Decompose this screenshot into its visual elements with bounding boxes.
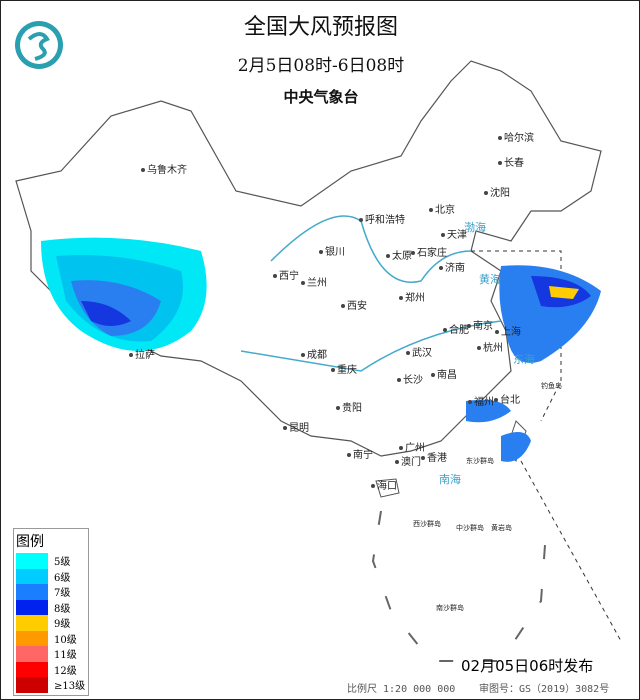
city-label: 南昌 bbox=[431, 366, 457, 381]
city-label: 西安 bbox=[341, 297, 367, 312]
city-label: 哈尔滨 bbox=[498, 129, 534, 144]
legend-swatch bbox=[16, 677, 48, 693]
city-label: 海口 bbox=[371, 477, 397, 492]
legend-swatch bbox=[16, 599, 48, 615]
city-label: 沈阳 bbox=[484, 184, 510, 199]
city-label: 香港 bbox=[421, 449, 447, 464]
legend-swatch bbox=[16, 568, 48, 584]
sea-label: 南海 bbox=[439, 473, 461, 486]
sea-label: 东海 bbox=[513, 353, 535, 366]
city-label: 福州 bbox=[468, 393, 494, 408]
island-label: 东沙群岛 bbox=[466, 457, 494, 465]
legend-swatch bbox=[16, 661, 48, 677]
city-label: 北京 bbox=[429, 201, 455, 216]
legend-item: 9级 bbox=[14, 615, 88, 631]
city-label: 杭州 bbox=[477, 339, 503, 354]
sea-label: 黄海 bbox=[479, 273, 501, 286]
yellow-river bbox=[270, 215, 472, 283]
city-label: 乌鲁木齐 bbox=[141, 161, 187, 176]
map-title: 全国大风预报图 bbox=[243, 15, 398, 40]
legend-swatch bbox=[16, 646, 48, 662]
forecast-period: 2月5日08时-6日08时 bbox=[237, 56, 405, 76]
legend-item: 5级 bbox=[14, 553, 88, 569]
sea-label: 渤海 bbox=[464, 221, 486, 234]
map-scale: 比例尺 1:20 000 000 bbox=[347, 684, 456, 695]
legend-item: 10级 bbox=[14, 630, 88, 646]
map-approval-number: 审图号：GS（2019）3082号 bbox=[479, 684, 610, 695]
legend-label: 6级 bbox=[54, 572, 71, 584]
legend-item: 7级 bbox=[14, 584, 88, 600]
city-label: 兰州 bbox=[301, 274, 327, 289]
city-label: 台北 bbox=[494, 391, 520, 406]
island-label: 钓鱼岛 bbox=[541, 382, 562, 390]
wind-area-8 bbox=[81, 301, 131, 326]
legend-label: 8级 bbox=[54, 603, 71, 615]
legend-item: ≥13级 bbox=[14, 677, 88, 693]
legend-swatch bbox=[16, 615, 48, 631]
cma-logo-icon bbox=[15, 21, 63, 69]
city-label: 石家庄 bbox=[411, 244, 447, 259]
island-label: 黄岩岛 bbox=[491, 524, 512, 532]
city-label: 澳门 bbox=[395, 453, 421, 468]
city-label: 广州 bbox=[399, 439, 425, 454]
city-label: 上海 bbox=[495, 323, 521, 338]
city-label: 成都 bbox=[301, 346, 327, 361]
city-label: 武汉 bbox=[406, 344, 432, 359]
china-outline bbox=[15, 60, 602, 457]
city-label: 西宁 bbox=[273, 267, 299, 282]
city-label: 南京 bbox=[467, 317, 493, 332]
nine-dash-line bbox=[371, 510, 547, 662]
city-label: 天津 bbox=[441, 226, 467, 241]
legend-swatch bbox=[16, 553, 48, 569]
legend: 图例 5级 6级 7级 8级 9级 10级 11级 12级 ≥13级 bbox=[13, 528, 89, 696]
legend-swatch bbox=[16, 584, 48, 600]
island-label: 中沙群岛 bbox=[456, 524, 484, 532]
legend-item: 8级 bbox=[14, 599, 88, 615]
legend-label: 5级 bbox=[54, 557, 71, 569]
city-label: 郑州 bbox=[399, 289, 425, 304]
city-label: 合肥 bbox=[443, 321, 469, 336]
city-label: 昆明 bbox=[283, 419, 309, 434]
legend-label: 10级 bbox=[54, 634, 77, 646]
legend-label: 9级 bbox=[54, 619, 71, 631]
legend-item: 6级 bbox=[14, 568, 88, 584]
city-label: 长春 bbox=[498, 154, 524, 169]
legend-item: 11级 bbox=[14, 646, 88, 662]
issue-time: 02月05日06时发布 bbox=[461, 657, 594, 675]
legend-swatch bbox=[16, 630, 48, 646]
city-label: 重庆 bbox=[331, 361, 357, 376]
city-label: 拉萨 bbox=[129, 346, 155, 361]
legend-label: 12级 bbox=[54, 665, 77, 677]
issuer: 中央气象台 bbox=[283, 88, 359, 106]
legend-title: 图例 bbox=[16, 534, 44, 550]
legend-label: 7级 bbox=[54, 588, 71, 600]
legend-label: 11级 bbox=[54, 650, 77, 662]
city-label: 银川 bbox=[319, 243, 345, 258]
city-label: 济南 bbox=[439, 259, 465, 274]
city-label: 南宁 bbox=[347, 446, 373, 461]
city-label: 贵阳 bbox=[336, 399, 362, 414]
city-label: 呼和浩特 bbox=[359, 211, 405, 226]
city-label: 太原 bbox=[386, 247, 412, 262]
city-label: 长沙 bbox=[397, 371, 423, 386]
legend-item: 12级 bbox=[14, 661, 88, 677]
island-label: 西沙群岛 bbox=[413, 520, 441, 528]
legend-label: ≥13级 bbox=[54, 681, 86, 693]
island-label: 南沙群岛 bbox=[436, 604, 464, 612]
wind-area-scs bbox=[501, 432, 531, 462]
wind-area-east-9 bbox=[549, 286, 579, 299]
